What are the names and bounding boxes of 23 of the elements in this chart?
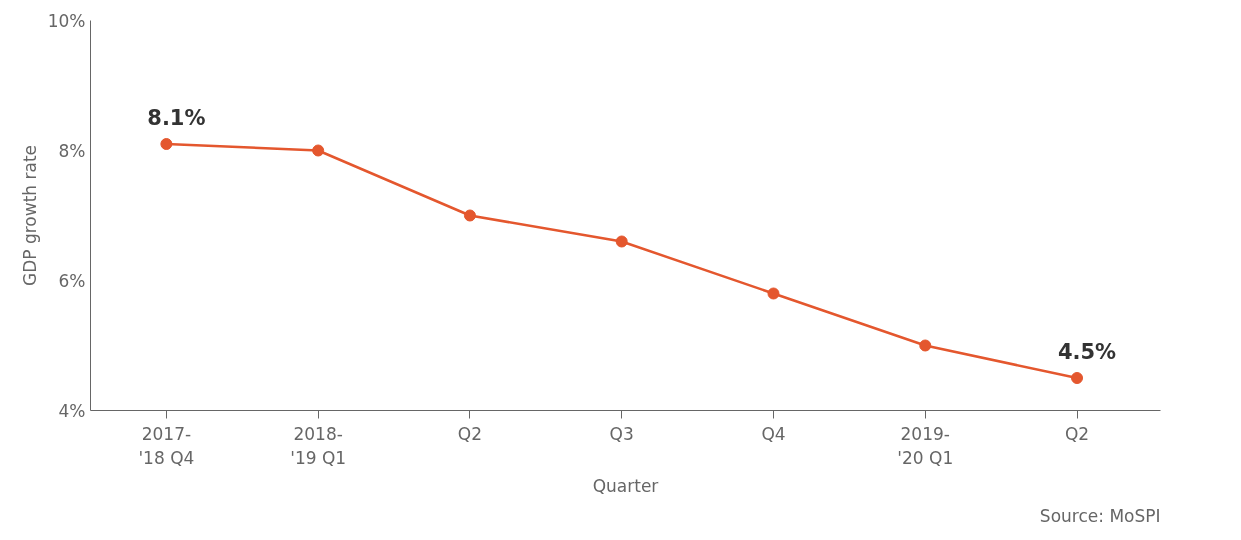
- x-tick-label: Q4: [761, 423, 786, 444]
- y-tick-label: 8%: [58, 140, 86, 161]
- point: [919, 339, 932, 352]
- source-note: Source: MoSPI: [1039, 505, 1161, 526]
- x-tick-label: 2018- '19 Q1: [290, 423, 347, 468]
- point: [1071, 372, 1084, 384]
- data-label: 8.1%: [147, 106, 206, 130]
- data-label: 4.5%: [1057, 340, 1117, 364]
- x-tick-label: Q2: [1064, 423, 1090, 444]
- y-tick-label: 4%: [58, 400, 86, 421]
- point: [767, 287, 780, 300]
- point: [312, 144, 325, 157]
- point: [160, 138, 173, 150]
- y-tick-label: 10%: [47, 10, 86, 31]
- point: [463, 209, 476, 222]
- x-tick-label: Q2: [457, 423, 483, 444]
- x-tick-label: Q3: [609, 423, 634, 444]
- y-tick-label: 6%: [58, 270, 86, 291]
- x-tick-label: 2017- '18 Q4: [138, 423, 195, 468]
- point: [615, 235, 628, 248]
- x-axis-title: Quarter: [592, 475, 659, 496]
- x-tick-label: 2019- '20 Q1: [897, 423, 954, 468]
- y-axis-title: GDP growth rate: [19, 144, 40, 286]
